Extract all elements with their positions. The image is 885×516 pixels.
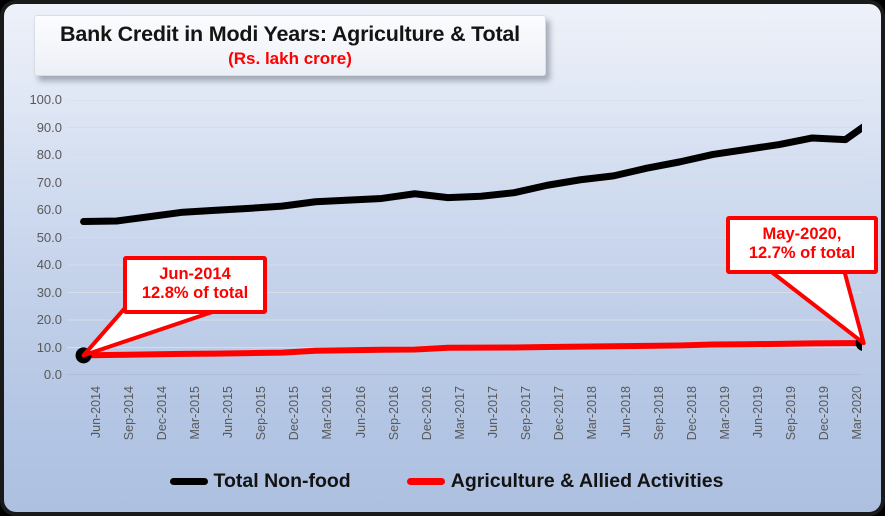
x-axis-tick-label: Dec-2016 — [419, 386, 434, 441]
legend-color-swatch — [406, 478, 445, 485]
y-axis-tick-label: 50.0 — [36, 229, 62, 245]
x-axis-tick-label: Jun-2019 — [751, 386, 766, 439]
x-axis-tick-label: Jun-2018 — [618, 386, 633, 439]
x-axis-tick-label: Jun-2014 — [88, 386, 103, 439]
annotation-line-1: Jun-2014 — [159, 265, 231, 283]
x-axis-tick-label: Dec-2019 — [817, 386, 832, 441]
page-title: Bank Credit in Modi Years: Agriculture &… — [60, 22, 520, 46]
series-line — [80, 340, 862, 359]
y-axis-tick-label: 10.0 — [36, 339, 62, 355]
chart-legend: Total Non-food Agriculture & Allied Activ… — [4, 470, 881, 493]
x-axis-tick-label: Mar-2018 — [585, 386, 600, 440]
legend-label: Total Non-food — [213, 470, 351, 492]
data-series-layer — [80, 123, 862, 359]
x-axis: Jun-2014 Sep-2014 Dec-2014 Mar-2015 Jun-2015… — [67, 376, 865, 466]
x-axis-tick-label: Jun-2015 — [221, 386, 236, 439]
chart-subtitle: (Rs. lakh crore) — [228, 49, 352, 68]
x-axis-tick-label: Mar-2015 — [187, 386, 202, 440]
x-axis-tick-label: Mar-2019 — [717, 386, 732, 440]
y-axis-tick-label: 20.0 — [36, 312, 62, 327]
x-axis-tick-label: Jun-2017 — [486, 386, 501, 439]
x-axis-tick-label: Sep-2019 — [784, 386, 799, 441]
data-point-marker — [75, 347, 92, 364]
y-axis-tick-label: 80.0 — [36, 147, 62, 162]
x-axis-tick-label: Mar-2020 — [850, 386, 865, 440]
annotation-line-2: 12.7% of total — [748, 244, 856, 263]
y-axis-tick-label: 40.0 — [36, 257, 62, 272]
y-axis-tick-label: 100.0 — [29, 92, 62, 107]
annotation-jun-2014: Jun-2014 12.8% of total — [123, 256, 267, 314]
x-axis-tick-label: Dec-2017 — [552, 386, 567, 441]
x-axis-tick-label: Jun-2016 — [353, 386, 368, 439]
data-point-marker — [855, 335, 862, 351]
x-axis-tick-label: Sep-2018 — [651, 386, 666, 441]
annotation-may-2020: May-2020, 12.7% of total — [726, 216, 878, 274]
y-axis-tick-label: 60.0 — [36, 202, 62, 217]
x-axis-tick-label: Dec-2018 — [684, 386, 699, 441]
y-axis: 0.0 10.0 20.0 30.0 40.0 50.0 60.0 70.0 80.0 90.0 1… — [4, 93, 62, 381]
y-axis-tick-label: 70.0 — [36, 174, 62, 190]
x-axis-tick-label: Mar-2017 — [452, 386, 467, 440]
x-axis-tick-label: Sep-2016 — [386, 386, 401, 441]
y-axis-tick-label: 30.0 — [36, 284, 62, 300]
legend-color-swatch — [169, 478, 208, 485]
x-axis-tick-label: Dec-2015 — [287, 386, 302, 441]
legend-label: Agriculture & Allied Activities — [450, 470, 724, 492]
legend-item[interactable]: Agriculture & Allied Activities — [406, 470, 724, 493]
x-axis-tick-label: Mar-2016 — [320, 386, 335, 440]
annotation-line-2: 12.8% of total — [141, 284, 249, 303]
legend-item[interactable]: Total Non-food — [169, 470, 351, 493]
y-axis-tick-label: 90.0 — [36, 119, 62, 135]
x-axis-tick-label: Sep-2017 — [519, 386, 534, 441]
x-axis-tick-label: Dec-2014 — [154, 386, 169, 441]
annotation-line-1: May-2020, — [762, 225, 842, 243]
x-axis-tick-label: Sep-2015 — [254, 386, 269, 441]
series-line — [80, 123, 862, 226]
chart-title-box: Bank Credit in Modi Years: Agriculture &… — [34, 15, 546, 76]
x-axis-tick-label: Sep-2014 — [121, 386, 136, 441]
y-axis-tick-label: 0.0 — [43, 367, 62, 382]
